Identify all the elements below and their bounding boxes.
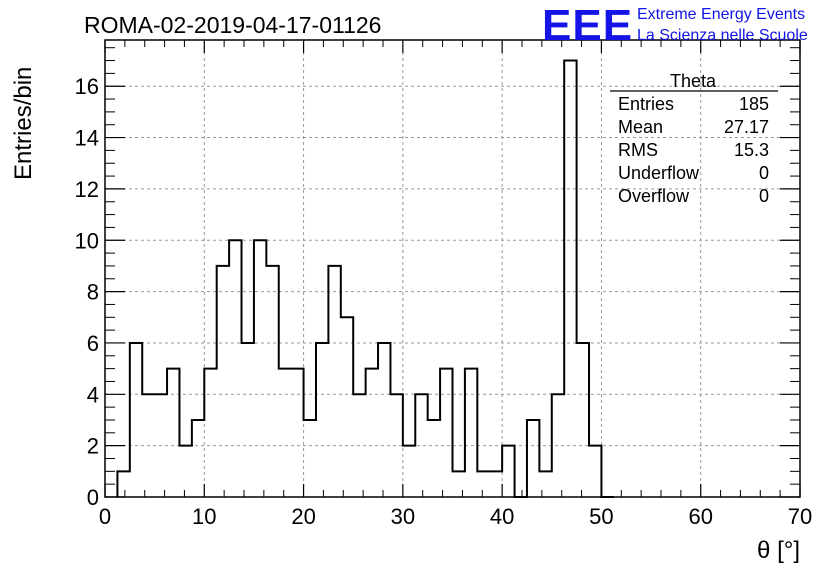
histogram-series: [116, 59, 614, 498]
stats-label-underflow: Underflow: [618, 163, 700, 183]
stats-label-rms: RMS: [618, 140, 658, 160]
x-tick-label: 70: [788, 504, 812, 529]
x-tick-label: 30: [391, 504, 415, 529]
stats-title: Theta: [670, 71, 717, 91]
plot-frame: [104, 39, 801, 498]
grid-lines: [105, 40, 800, 497]
y-tick-label: 8: [87, 280, 99, 305]
stats-value-overflow: 0: [759, 186, 769, 206]
y-tick-label: 10: [75, 228, 99, 253]
y-tick-label: 2: [87, 434, 99, 459]
y-tick-label: 0: [87, 485, 99, 510]
stats-value-mean: 27.17: [724, 117, 769, 137]
logo-line-1: Extreme Energy Events: [637, 6, 805, 23]
x-tick-label: 0: [99, 504, 111, 529]
x-tick-label: 20: [291, 504, 315, 529]
x-tick-label: 10: [192, 504, 216, 529]
stats-value-underflow: 0: [759, 163, 769, 183]
histogram-outline: [116, 59, 614, 498]
y-tick-label: 16: [75, 74, 99, 99]
tick-labels: 0 10 20 30 40 50 60 70 0 2 4 6 8 10 12 14 16: [75, 74, 813, 529]
eee-logo: EEE Extreme Energy Events La Scienza nel…: [542, 1, 808, 50]
y-axis-label: Entries/bin: [10, 67, 37, 180]
logo-line-2: La Scienza nelle Scuole: [637, 27, 808, 44]
x-tick-label: 60: [688, 504, 712, 529]
stats-label-entries: Entries: [618, 94, 674, 114]
stats-box: Theta Entries 185 Mean 27.17 RMS 15.3 Un…: [610, 71, 778, 206]
y-tick-label: 4: [87, 382, 99, 407]
stats-label-overflow: Overflow: [618, 186, 690, 206]
y-tick-label: 14: [75, 126, 99, 151]
x-tick-label: 40: [490, 504, 514, 529]
stats-value-entries: 185: [739, 94, 769, 114]
stats-label-mean: Mean: [618, 117, 663, 137]
y-tick-label: 6: [87, 331, 99, 356]
chart-title: ROMA-02-2019-04-17-01126: [84, 12, 381, 38]
stats-value-rms: 15.3: [734, 140, 769, 160]
axis-ticks: [104, 40, 801, 498]
logo-mark: EEE: [542, 1, 633, 50]
x-axis-label: θ [°]: [757, 537, 800, 564]
x-tick-label: 50: [589, 504, 613, 529]
y-tick-label: 12: [75, 177, 99, 202]
